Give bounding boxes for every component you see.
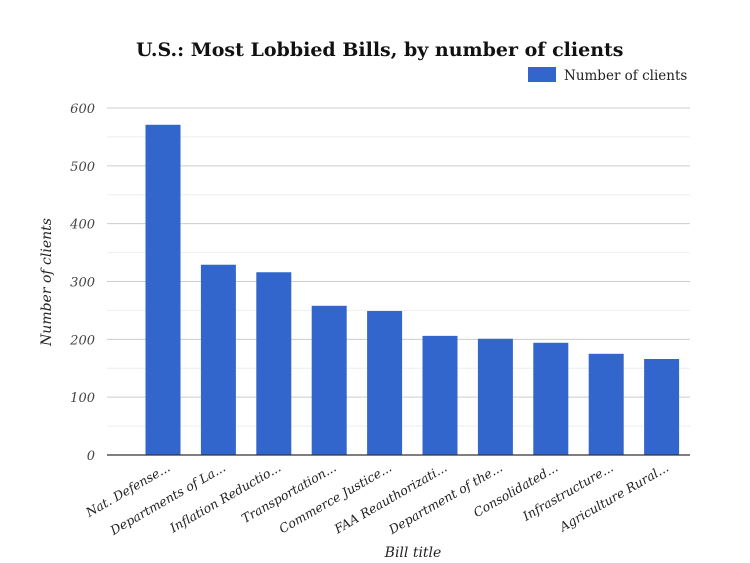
y-tick-label: 300 bbox=[70, 276, 95, 291]
bar[interactable] bbox=[311, 305, 347, 455]
y-axis-label: Number of clients bbox=[39, 218, 55, 347]
bar[interactable] bbox=[367, 310, 403, 455]
bar[interactable] bbox=[644, 358, 680, 455]
bar[interactable] bbox=[533, 342, 569, 455]
bar[interactable] bbox=[477, 338, 513, 455]
bar[interactable] bbox=[145, 124, 181, 455]
y-tick-label: 600 bbox=[70, 102, 95, 117]
bar[interactable] bbox=[200, 264, 236, 455]
y-tick-label: 200 bbox=[69, 333, 95, 348]
legend-label[interactable]: Number of clients bbox=[564, 68, 687, 84]
legend-swatch bbox=[528, 67, 556, 82]
x-axis-label: Bill title bbox=[384, 545, 442, 561]
y-tick-label: 100 bbox=[70, 391, 95, 406]
bar[interactable] bbox=[588, 353, 624, 455]
chart-title: U.S.: Most Lobbied Bills, by number of c… bbox=[136, 39, 623, 61]
bar[interactable] bbox=[256, 272, 292, 455]
y-tick-label: 400 bbox=[69, 218, 95, 233]
y-tick-label: 500 bbox=[70, 160, 95, 175]
y-tick-label: 0 bbox=[87, 449, 95, 464]
bar[interactable] bbox=[422, 335, 458, 455]
